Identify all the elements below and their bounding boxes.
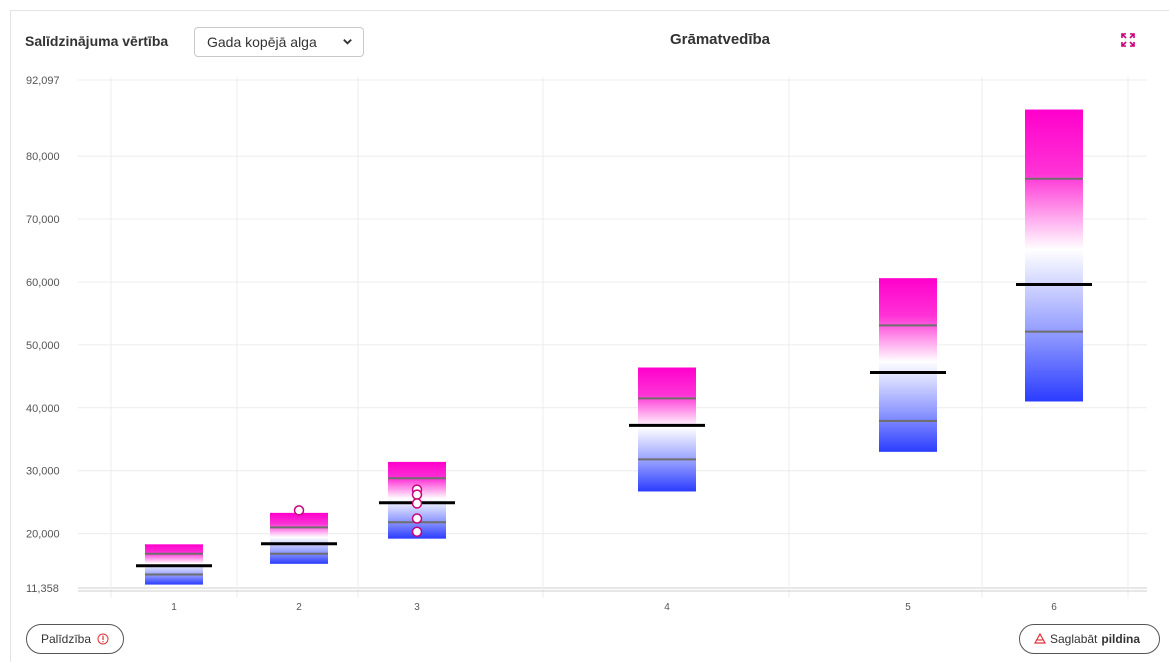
range-box xyxy=(270,512,328,564)
range-box xyxy=(1025,109,1083,402)
save-icon xyxy=(1034,633,1046,644)
comparison-label: Salīdzinājuma vērtība xyxy=(25,33,169,49)
y-tick-label: 40,000 xyxy=(26,403,60,415)
chevron-down-icon xyxy=(343,39,352,45)
comparison-select-value: Gada kopējā alga xyxy=(207,34,317,50)
help-button-label: Palīdzība xyxy=(41,632,92,646)
chart-frame xyxy=(10,10,1169,662)
expand-icon[interactable] xyxy=(1121,33,1135,47)
data-point xyxy=(411,526,423,537)
info-icon xyxy=(97,633,109,645)
range-box xyxy=(879,278,937,452)
data-point xyxy=(411,489,423,500)
y-tick-label: 70,000 xyxy=(26,214,60,226)
x-tick-label: 5 xyxy=(905,602,911,613)
y-tick-label: 80,000 xyxy=(26,151,60,163)
x-tick-label: 1 xyxy=(171,602,177,613)
x-tick-label: 3 xyxy=(414,602,420,613)
save-button-bold: pildina xyxy=(1101,632,1141,646)
save-fill-button[interactable]: Saglabāt pildina xyxy=(1019,624,1160,654)
data-point xyxy=(411,498,423,509)
y-tick-label: 11,358 xyxy=(26,583,59,595)
x-tick-label: 4 xyxy=(664,602,670,613)
comparison-select[interactable]: Gada kopējā alga xyxy=(194,27,364,57)
y-tick-label: 60,000 xyxy=(26,277,60,289)
y-tick-label: 30,000 xyxy=(26,466,60,478)
x-tick-label: 2 xyxy=(296,602,302,613)
y-tick-label: 20,000 xyxy=(26,529,60,541)
range-box xyxy=(638,367,696,492)
data-point xyxy=(411,513,423,524)
help-button[interactable]: Palīdzība xyxy=(26,624,124,654)
y-tick-label: 92,097 xyxy=(26,75,60,87)
y-tick-label: 50,000 xyxy=(26,340,60,352)
chart-title: Grāmatvedība xyxy=(669,31,771,48)
data-point xyxy=(293,505,305,516)
x-tick-label: 6 xyxy=(1051,602,1057,613)
save-button-prefix: Saglabāt xyxy=(1050,632,1098,646)
